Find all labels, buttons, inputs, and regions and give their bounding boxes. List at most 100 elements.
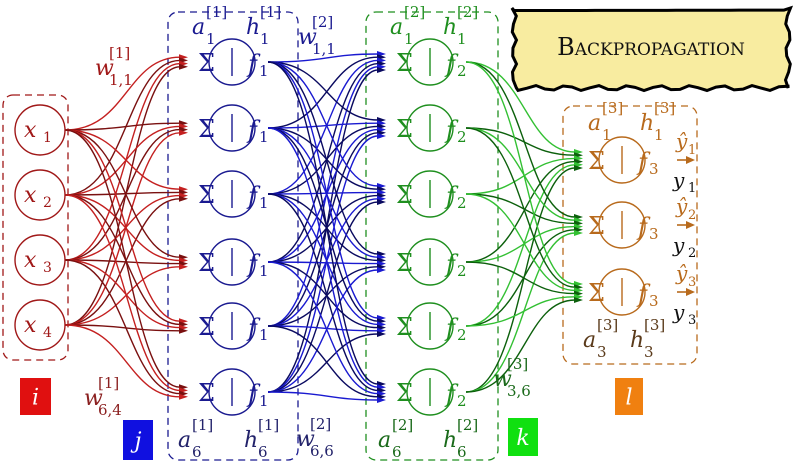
h1-top-label-sub: 1 (260, 30, 270, 48)
a3-bot-label: a (583, 328, 596, 353)
a1-top-label-sup: [1] (206, 3, 227, 21)
activation-subscript: 3 (649, 225, 659, 243)
target-label: y (672, 233, 685, 257)
arrowhead (574, 230, 583, 236)
a3-top-label-sup: [3] (602, 99, 623, 117)
a2-bot-label-sup: [2] (392, 416, 413, 434)
edge-layer1 (64, 194, 181, 262)
edge-layer2 (267, 128, 379, 263)
output-arrowhead (686, 288, 695, 296)
h2-bot-label: h (443, 428, 457, 453)
edge-layer1 (64, 324, 181, 398)
h2-bot-label-sup: [2] (457, 416, 478, 434)
w1-top-label-sub: 1,1 (109, 71, 133, 89)
edge-layer1 (64, 62, 181, 261)
output-arrowhead (686, 156, 695, 164)
arrowhead (179, 393, 188, 400)
edge-layer2 (267, 61, 379, 385)
edge-layer1 (64, 59, 181, 196)
h1-bot-label-sub: 6 (258, 443, 268, 461)
a3-top-label: a (588, 111, 601, 136)
arrowhead (574, 165, 583, 171)
edge-layer2 (267, 61, 379, 121)
edge-layer1 (64, 56, 181, 131)
edge-layer2 (267, 325, 379, 398)
activation-subscript: 3 (649, 160, 659, 178)
sigma-symbol: Σ (588, 147, 605, 175)
output-arrowhead (686, 221, 695, 229)
activation-subscript: 1 (259, 262, 269, 280)
input-subscript: 3 (43, 260, 52, 276)
edge-layer1 (64, 259, 181, 265)
w1-bot-label-sup: [1] (98, 374, 119, 392)
sigma-symbol: Σ (396, 313, 413, 341)
edge-layer2 (267, 127, 379, 190)
h3-top-label-sup: [3] (654, 99, 675, 117)
activation-subscript: 2 (457, 262, 467, 280)
edge-layer2 (267, 61, 379, 255)
edge-layer2 (267, 193, 379, 262)
target-subscript: 2 (688, 246, 696, 261)
a2-top-label-sub: 1 (404, 30, 414, 48)
a3-top-label-sub: 1 (602, 126, 612, 144)
edge-layer3 (465, 164, 576, 327)
target-subscript: 1 (688, 181, 696, 196)
arrowhead (179, 63, 188, 70)
index-badge-l (615, 378, 643, 415)
target-subscript: 3 (688, 313, 696, 328)
labels: w[1]1,1w[1]6,4w[2]1,1w[2]6,6w[3]3,6a[1]1… (20, 3, 696, 461)
edge-layer1 (64, 259, 181, 395)
layer-boxes (2, 11, 698, 461)
edge-layer3 (465, 61, 576, 153)
sigma-symbol: Σ (198, 379, 215, 407)
edge-layer1 (64, 129, 181, 322)
a1-top-label: a (192, 15, 205, 40)
arrowhead (377, 133, 386, 139)
edge-layer1 (64, 266, 181, 326)
edge-layer2 (267, 53, 379, 63)
edge-layer2 (267, 261, 379, 395)
edge-layer3 (465, 61, 576, 218)
input-label: x (24, 248, 37, 273)
h3-bot-label: h (630, 328, 644, 353)
edge-layer2 (267, 59, 379, 195)
edge-layer1 (64, 132, 181, 326)
h1-bot-label: h (244, 428, 258, 453)
input-node (14, 234, 66, 286)
h1-bot-label-sup: [1] (258, 416, 279, 434)
activation-subscript: 1 (259, 392, 269, 410)
h2-bot-label-sub: 6 (457, 443, 467, 461)
activation-subscript: 2 (457, 194, 467, 212)
edge-layer1 (64, 129, 181, 258)
edge-layer2 (267, 391, 379, 401)
edge-layer3 (465, 299, 576, 393)
input-subscript: 2 (43, 195, 52, 211)
a2-top-label-sup: [2] (404, 3, 425, 21)
edge-layer3 (465, 167, 576, 393)
a1-bot-label-sub: 6 (192, 443, 202, 461)
arrowhead (179, 129, 188, 136)
target-label: y (672, 168, 685, 192)
input-node (14, 104, 66, 156)
prediction-subscript: 1 (688, 143, 696, 158)
edge-layer1 (64, 194, 181, 392)
edge-layer3 (465, 193, 576, 292)
activation-subscript: 2 (457, 62, 467, 80)
edge-layer3 (465, 296, 576, 327)
activation-subscript: 1 (259, 62, 269, 80)
edge-layer3 (465, 157, 576, 195)
input-node (14, 299, 66, 351)
w1-bot-label-sub: 6,4 (98, 401, 122, 419)
edge-layer2 (267, 62, 379, 263)
a3-bot-label-sup: [3] (597, 316, 618, 334)
edge-layer2 (267, 193, 379, 392)
w3-bot-label-sup: [3] (507, 355, 528, 373)
index-badge-i (20, 378, 51, 415)
input-label: x (24, 183, 37, 208)
edge-layer3 (465, 229, 576, 327)
edge-layer1 (64, 129, 181, 190)
edge-layer2 (267, 266, 379, 327)
a2-bot-label: a (378, 428, 391, 453)
h2-top-label-sub: 1 (457, 30, 467, 48)
sigma-symbol: Σ (198, 49, 215, 77)
